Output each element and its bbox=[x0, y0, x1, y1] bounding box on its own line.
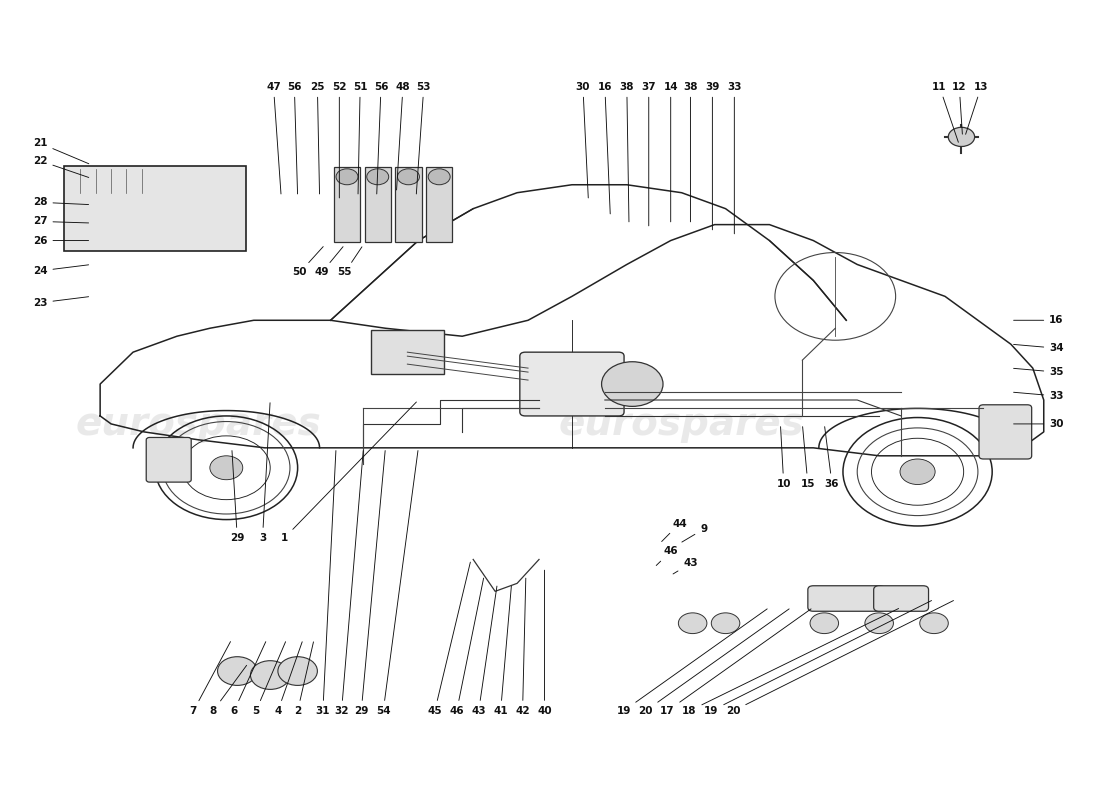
Text: 47: 47 bbox=[266, 82, 280, 194]
Circle shape bbox=[397, 169, 419, 185]
Text: 48: 48 bbox=[396, 82, 410, 190]
Text: 20: 20 bbox=[726, 601, 954, 716]
Text: 16: 16 bbox=[597, 82, 612, 214]
Text: 5: 5 bbox=[252, 642, 286, 716]
Text: 54: 54 bbox=[376, 450, 418, 716]
Text: 56: 56 bbox=[287, 82, 301, 194]
Text: eurospares: eurospares bbox=[559, 405, 804, 443]
Text: 51: 51 bbox=[353, 82, 367, 194]
FancyBboxPatch shape bbox=[426, 167, 452, 242]
Circle shape bbox=[712, 613, 740, 634]
FancyBboxPatch shape bbox=[395, 167, 421, 242]
Text: 7: 7 bbox=[189, 642, 231, 716]
Text: 33: 33 bbox=[1013, 391, 1064, 401]
Text: 44: 44 bbox=[662, 518, 686, 542]
Text: 13: 13 bbox=[966, 82, 989, 134]
Text: 1: 1 bbox=[280, 402, 417, 543]
Circle shape bbox=[948, 127, 975, 146]
Text: 8: 8 bbox=[209, 666, 246, 716]
Text: 43: 43 bbox=[472, 586, 497, 716]
Circle shape bbox=[428, 169, 450, 185]
Text: 12: 12 bbox=[952, 82, 967, 134]
Text: 45: 45 bbox=[428, 562, 471, 716]
Text: 30: 30 bbox=[1013, 419, 1064, 429]
Circle shape bbox=[900, 459, 935, 485]
Text: 2: 2 bbox=[294, 642, 313, 716]
Text: 4: 4 bbox=[274, 642, 302, 716]
Circle shape bbox=[865, 613, 893, 634]
Text: 26: 26 bbox=[33, 235, 89, 246]
Text: 19: 19 bbox=[616, 609, 767, 716]
Text: 24: 24 bbox=[33, 265, 89, 276]
Text: 33: 33 bbox=[727, 82, 741, 234]
Text: 19: 19 bbox=[704, 601, 932, 716]
Text: 53: 53 bbox=[416, 82, 431, 194]
Text: 21: 21 bbox=[33, 138, 89, 164]
Circle shape bbox=[251, 661, 290, 690]
Circle shape bbox=[602, 362, 663, 406]
Text: 38: 38 bbox=[683, 82, 697, 222]
Text: 22: 22 bbox=[33, 156, 89, 178]
Text: 10: 10 bbox=[777, 426, 791, 489]
Text: 46: 46 bbox=[450, 578, 484, 716]
FancyBboxPatch shape bbox=[873, 586, 928, 611]
Text: 35: 35 bbox=[1013, 367, 1064, 377]
Text: 32: 32 bbox=[334, 450, 363, 716]
Text: 18: 18 bbox=[682, 609, 899, 716]
Circle shape bbox=[920, 613, 948, 634]
Circle shape bbox=[278, 657, 318, 686]
Text: 55: 55 bbox=[338, 247, 362, 278]
Text: 14: 14 bbox=[663, 82, 678, 222]
Text: 29: 29 bbox=[354, 450, 385, 716]
Text: 40: 40 bbox=[537, 570, 552, 716]
Text: 30: 30 bbox=[575, 82, 591, 198]
Text: 20: 20 bbox=[638, 609, 789, 716]
Text: 28: 28 bbox=[33, 198, 89, 207]
Text: 46: 46 bbox=[657, 546, 678, 566]
Text: 15: 15 bbox=[801, 426, 815, 489]
Text: 3: 3 bbox=[258, 402, 271, 543]
Circle shape bbox=[218, 657, 257, 686]
Circle shape bbox=[210, 456, 243, 480]
Text: 49: 49 bbox=[315, 246, 343, 278]
Text: 34: 34 bbox=[1013, 343, 1064, 353]
Text: 27: 27 bbox=[33, 217, 89, 226]
FancyBboxPatch shape bbox=[146, 438, 191, 482]
Text: 11: 11 bbox=[933, 82, 958, 142]
Text: eurospares: eurospares bbox=[76, 405, 322, 443]
FancyBboxPatch shape bbox=[520, 352, 624, 416]
Text: 52: 52 bbox=[332, 82, 346, 198]
Circle shape bbox=[810, 613, 838, 634]
Text: 41: 41 bbox=[493, 586, 512, 716]
Text: 31: 31 bbox=[316, 450, 336, 716]
Text: 9: 9 bbox=[682, 524, 707, 542]
Text: 17: 17 bbox=[660, 609, 811, 716]
Text: 50: 50 bbox=[293, 246, 323, 278]
Text: 42: 42 bbox=[515, 578, 530, 716]
FancyBboxPatch shape bbox=[364, 167, 390, 242]
Text: 16: 16 bbox=[1013, 315, 1064, 326]
Text: 56: 56 bbox=[374, 82, 388, 194]
Circle shape bbox=[366, 169, 388, 185]
Text: 23: 23 bbox=[33, 297, 89, 308]
FancyBboxPatch shape bbox=[371, 330, 443, 374]
Text: 37: 37 bbox=[641, 82, 656, 226]
FancyBboxPatch shape bbox=[333, 167, 360, 242]
Text: 39: 39 bbox=[705, 82, 719, 230]
Text: 29: 29 bbox=[230, 450, 244, 543]
Circle shape bbox=[336, 169, 358, 185]
Text: 25: 25 bbox=[310, 82, 324, 194]
Text: 6: 6 bbox=[230, 642, 266, 716]
FancyBboxPatch shape bbox=[64, 166, 246, 251]
Text: 38: 38 bbox=[619, 82, 634, 222]
Circle shape bbox=[679, 613, 707, 634]
Text: 43: 43 bbox=[673, 558, 697, 574]
FancyBboxPatch shape bbox=[807, 586, 884, 611]
Text: 36: 36 bbox=[825, 426, 839, 489]
FancyBboxPatch shape bbox=[979, 405, 1032, 459]
